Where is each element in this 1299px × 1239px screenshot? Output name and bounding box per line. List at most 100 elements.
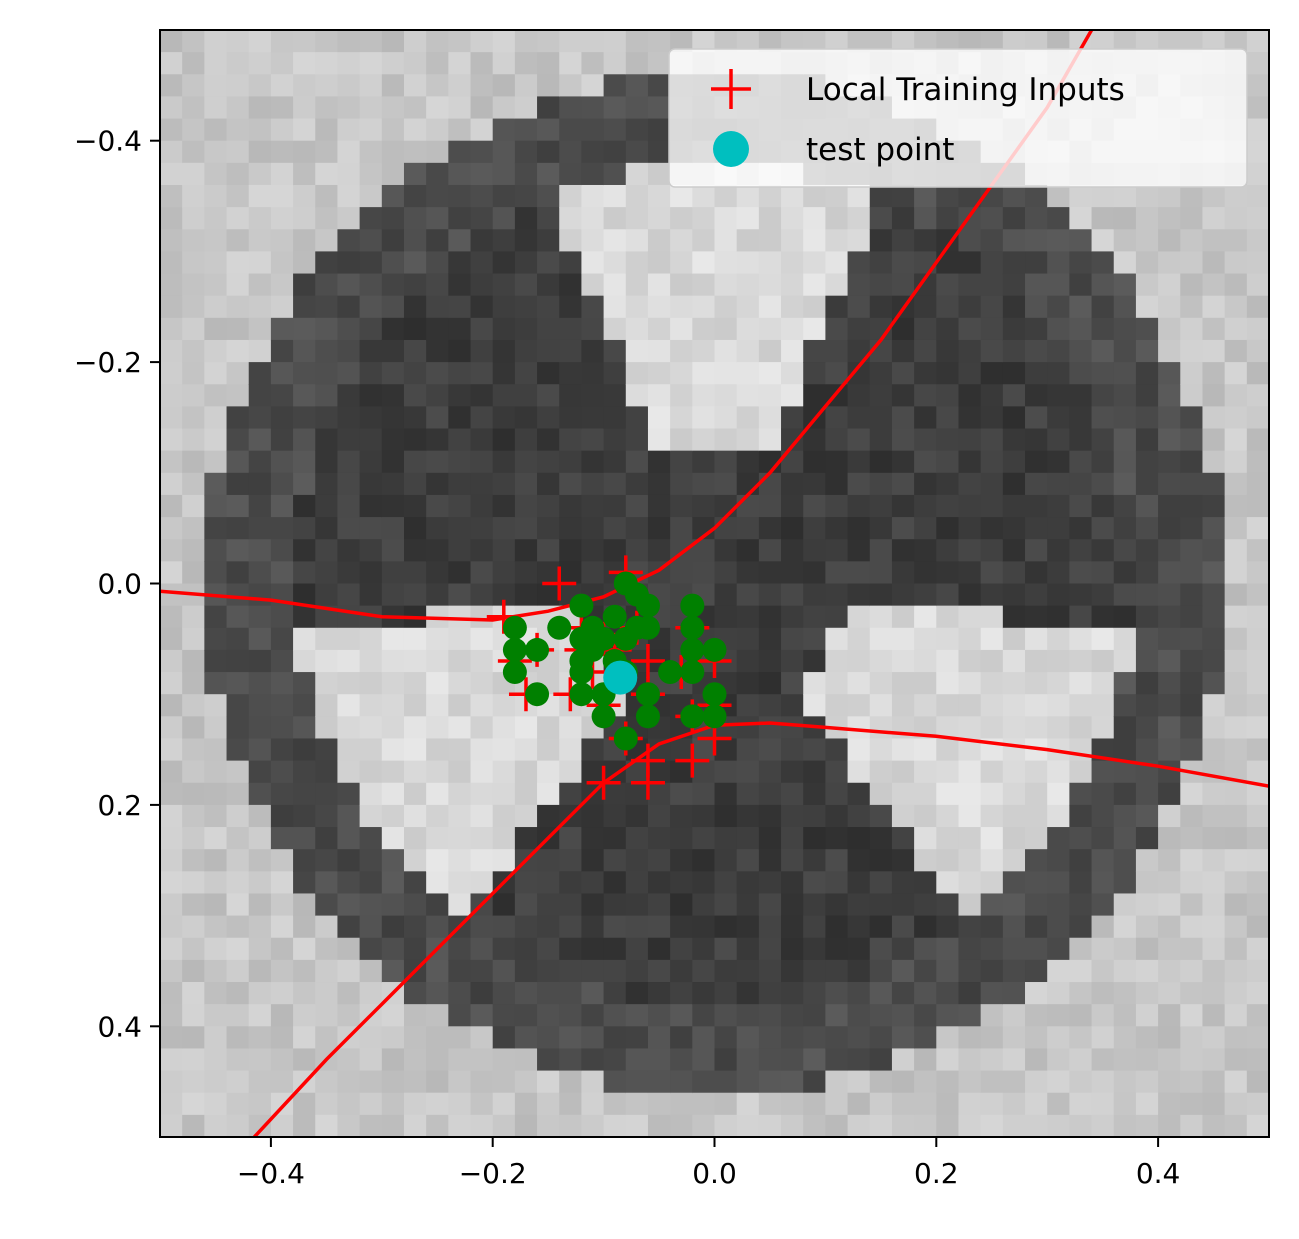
background-pixel <box>891 494 915 518</box>
background-pixel <box>736 184 760 208</box>
background-pixel <box>825 1114 849 1137</box>
background-pixel <box>736 782 760 806</box>
background-pixel <box>1091 760 1115 784</box>
background-pixel <box>1069 384 1093 407</box>
background-pixel <box>514 118 538 142</box>
background-pixel <box>714 251 738 275</box>
background-pixel <box>869 959 893 983</box>
background-pixel <box>537 871 560 895</box>
background-pixel <box>315 959 339 983</box>
background-pixel <box>426 1048 449 1072</box>
background-pixel <box>603 915 627 939</box>
background-pixel <box>559 184 583 208</box>
background-pixel <box>293 893 316 917</box>
background-pixel <box>603 30 627 53</box>
background-pixel <box>448 716 472 740</box>
background-pixel <box>1002 1004 1026 1027</box>
background-pixel <box>359 472 383 496</box>
background-pixel <box>270 1048 294 1072</box>
background-pixel <box>182 561 205 585</box>
background-pixel <box>1135 627 1159 651</box>
background-pixel <box>647 738 671 762</box>
background-pixel <box>914 362 937 385</box>
background-pixel <box>448 140 472 164</box>
background-pixel <box>448 627 472 651</box>
background-pixel <box>1091 494 1115 518</box>
background-pixel <box>1025 672 1048 695</box>
background-pixel <box>1202 1026 1226 1050</box>
background-pixel <box>1224 827 1248 850</box>
background-pixel <box>625 229 649 252</box>
y-tick-label: 0.2 <box>97 789 142 822</box>
background-pixel <box>559 273 583 297</box>
background-pixel <box>692 229 716 252</box>
background-pixel <box>514 915 538 939</box>
background-pixel <box>559 1092 583 1116</box>
background-pixel <box>980 871 1004 895</box>
background-pixel <box>293 871 316 895</box>
background-pixel <box>1224 1004 1248 1027</box>
background-pixel <box>758 672 782 695</box>
background-pixel <box>248 849 272 872</box>
background-pixel <box>781 915 804 939</box>
background-pixel <box>625 362 649 385</box>
background-pixel <box>381 849 405 872</box>
background-pixel <box>248 583 272 607</box>
background-pixel <box>625 30 649 53</box>
background-pixel <box>891 428 915 452</box>
background-pixel <box>204 649 228 673</box>
background-pixel <box>1202 362 1226 385</box>
background-pixel <box>559 1070 583 1094</box>
background-pixel <box>204 760 228 784</box>
background-pixel <box>559 229 583 252</box>
background-pixel <box>869 738 893 762</box>
background-pixel <box>1135 273 1159 297</box>
background-pixel <box>337 561 361 585</box>
background-pixel <box>803 561 826 585</box>
neighbor-point-marker <box>702 682 727 707</box>
background-pixel <box>714 893 738 917</box>
background-pixel <box>625 1070 649 1094</box>
background-pixel <box>448 517 472 540</box>
background-pixel <box>692 1026 716 1050</box>
background-pixel <box>204 30 228 53</box>
background-pixel <box>537 162 560 186</box>
background-pixel <box>1047 649 1070 673</box>
background-pixel <box>781 627 804 651</box>
background-pixel <box>758 649 782 673</box>
background-pixel <box>1025 229 1048 252</box>
background-pixel <box>248 827 272 850</box>
background-pixel <box>1158 716 1181 740</box>
background-pixel <box>1158 1092 1181 1116</box>
background-pixel <box>403 339 427 363</box>
background-pixel <box>537 1004 560 1027</box>
background-pixel <box>581 539 605 562</box>
background-pixel <box>670 804 693 828</box>
background-pixel <box>381 273 405 297</box>
background-pixel <box>1180 893 1204 917</box>
background-pixel <box>603 162 627 186</box>
background-pixel <box>537 804 560 828</box>
background-pixel <box>647 317 671 341</box>
background-pixel <box>914 649 937 673</box>
background-pixel <box>647 1026 671 1050</box>
background-pixel <box>1135 362 1159 385</box>
background-pixel <box>1158 760 1181 784</box>
background-pixel <box>270 649 294 673</box>
background-pixel <box>160 140 183 164</box>
background-pixel <box>248 295 272 319</box>
background-pixel <box>204 959 228 983</box>
background-pixel <box>226 871 250 895</box>
background-pixel <box>625 494 649 518</box>
background-pixel <box>559 96 583 120</box>
background-pixel <box>160 937 183 961</box>
background-pixel <box>315 1026 339 1050</box>
background-pixel <box>160 118 183 142</box>
background-pixel <box>1246 140 1269 164</box>
background-pixel <box>1047 362 1070 385</box>
background-pixel <box>625 937 649 961</box>
background-pixel <box>736 1070 760 1094</box>
background-pixel <box>847 627 871 651</box>
background-pixel <box>847 849 871 872</box>
background-pixel <box>537 849 560 872</box>
